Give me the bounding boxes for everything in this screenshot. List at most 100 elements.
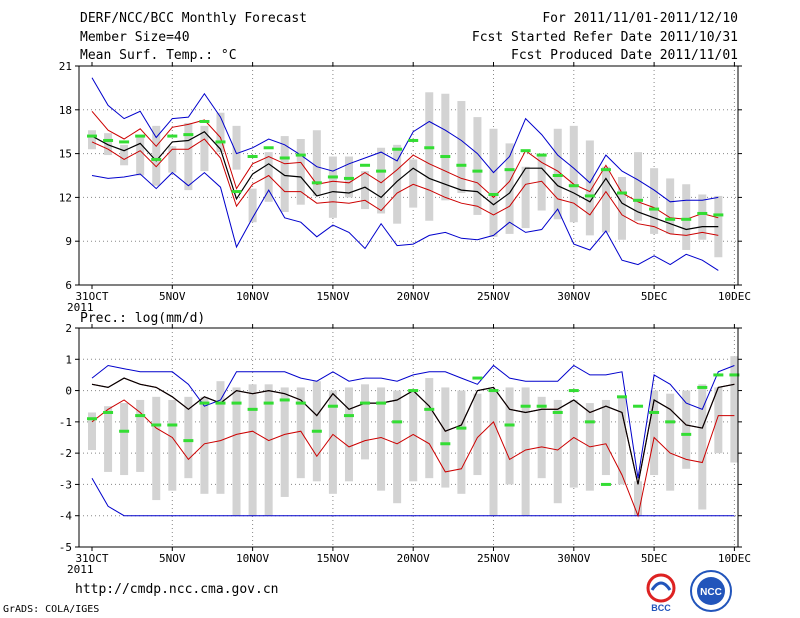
x-tick-label: 5NOV — [159, 290, 186, 303]
max-line — [91, 77, 719, 203]
box-bar — [104, 406, 113, 472]
median-marker — [119, 429, 130, 433]
median-marker — [424, 146, 435, 150]
box-bar — [120, 403, 129, 476]
box-bar — [328, 156, 337, 218]
median-marker — [151, 423, 162, 427]
box-bar — [152, 125, 161, 186]
median-marker — [520, 404, 531, 408]
median-marker — [151, 157, 162, 161]
x-tick-label: 10DEC — [718, 290, 751, 303]
x-tick-label: 10NOV — [236, 552, 269, 565]
box-bar — [344, 387, 353, 482]
produced-date: Fcst Produced Date 2011/11/01 — [511, 48, 738, 63]
median-marker — [215, 401, 226, 405]
box-bar — [505, 387, 514, 485]
median-marker — [408, 138, 419, 142]
member-size: Member Size=40 — [80, 30, 190, 45]
box-bar — [634, 481, 643, 516]
grads-credit: GrADS: COLA/IGES — [3, 604, 100, 615]
median-marker — [87, 134, 97, 138]
median-marker — [729, 373, 740, 377]
box-bar — [152, 396, 161, 501]
median-marker — [343, 414, 354, 418]
x-tick-label: 15NOV — [316, 290, 349, 303]
box-bar — [601, 399, 610, 476]
median-marker — [568, 389, 579, 393]
box-bar — [248, 188, 257, 223]
median-marker — [440, 442, 451, 446]
median-marker — [697, 385, 708, 389]
x-tick-label: 31OCT — [75, 290, 108, 303]
median-marker — [343, 176, 354, 180]
y-tick-label: 0 — [65, 385, 72, 398]
median-marker — [600, 168, 611, 172]
median-marker — [327, 404, 338, 408]
median-marker — [279, 156, 290, 160]
median-marker — [87, 417, 97, 421]
box-bar — [698, 384, 707, 510]
y-tick-label: -3 — [59, 478, 72, 491]
x-tick-label: 5DEC — [641, 552, 668, 565]
x-tick-sublabel: 2011 — [67, 301, 94, 314]
x-tick-label: 5DEC — [641, 290, 668, 303]
box-bar — [377, 387, 386, 491]
median-marker — [584, 194, 595, 198]
box-bar — [521, 166, 530, 229]
x-tick-label: 15NOV — [316, 552, 349, 565]
ncc-logo-text: NCC — [700, 587, 722, 598]
box-bar — [168, 146, 177, 173]
box-bar — [184, 396, 193, 479]
median-marker — [616, 191, 627, 195]
box-bar — [489, 390, 498, 516]
median-marker — [568, 184, 579, 188]
box-bar — [714, 387, 723, 454]
median-marker — [488, 192, 499, 196]
panel-2: -5 -4 -3 -2 -1 0 1 2 31OCT 5NOV 10NOV 15NOV 20NOV 25N… — [59, 311, 751, 576]
median-marker — [183, 133, 194, 137]
box-bar — [473, 117, 482, 215]
chart-title: DERF/NCC/BCC Monthly Forecast — [80, 11, 307, 26]
median-marker — [167, 134, 178, 138]
median-marker — [697, 211, 708, 215]
box-bar — [168, 399, 177, 491]
median-marker — [247, 155, 258, 159]
x-tick-label: 31OCT — [75, 552, 108, 565]
median-marker — [536, 153, 547, 157]
ncc-logo: NCC — [690, 570, 732, 612]
box-bar — [569, 125, 578, 223]
x-tick-label: 30NOV — [557, 290, 590, 303]
spread-low-line — [91, 399, 735, 518]
box-bar — [537, 153, 546, 211]
box-bar — [280, 387, 289, 497]
median-marker — [295, 401, 306, 405]
box-bar — [425, 378, 434, 479]
bcc-logo-swirl — [650, 581, 672, 591]
median-marker — [440, 155, 451, 159]
panel-title: Prec.: log(mm/d) — [80, 311, 205, 326]
median-marker — [681, 432, 692, 436]
x-tick-sublabel: 2011 — [67, 563, 94, 576]
box-bar — [136, 399, 145, 472]
box-bar — [393, 144, 402, 224]
panel-1: 6 9 12 15 18 21 31OCT 5NOV 10NOV 15NOV 20NOV 25NOV 3… — [59, 60, 751, 314]
median-marker — [472, 169, 483, 173]
box-bar — [505, 143, 514, 234]
median-marker — [649, 207, 660, 211]
median-marker — [665, 217, 676, 221]
box-bar — [537, 396, 546, 479]
median-marker — [472, 376, 483, 380]
box-bar — [617, 396, 626, 485]
median-marker — [311, 181, 322, 185]
median-marker — [376, 401, 387, 405]
box-bar — [585, 140, 594, 236]
median-marker — [263, 401, 274, 405]
box-bar — [666, 178, 675, 234]
median-marker — [295, 153, 306, 157]
median-marker — [360, 163, 371, 167]
median-marker — [215, 140, 226, 144]
median-marker — [649, 410, 660, 414]
footer-url[interactable]: http://cmdp.ncc.cma.gov.cn — [75, 582, 279, 597]
x-tick-label: 25NOV — [477, 290, 510, 303]
